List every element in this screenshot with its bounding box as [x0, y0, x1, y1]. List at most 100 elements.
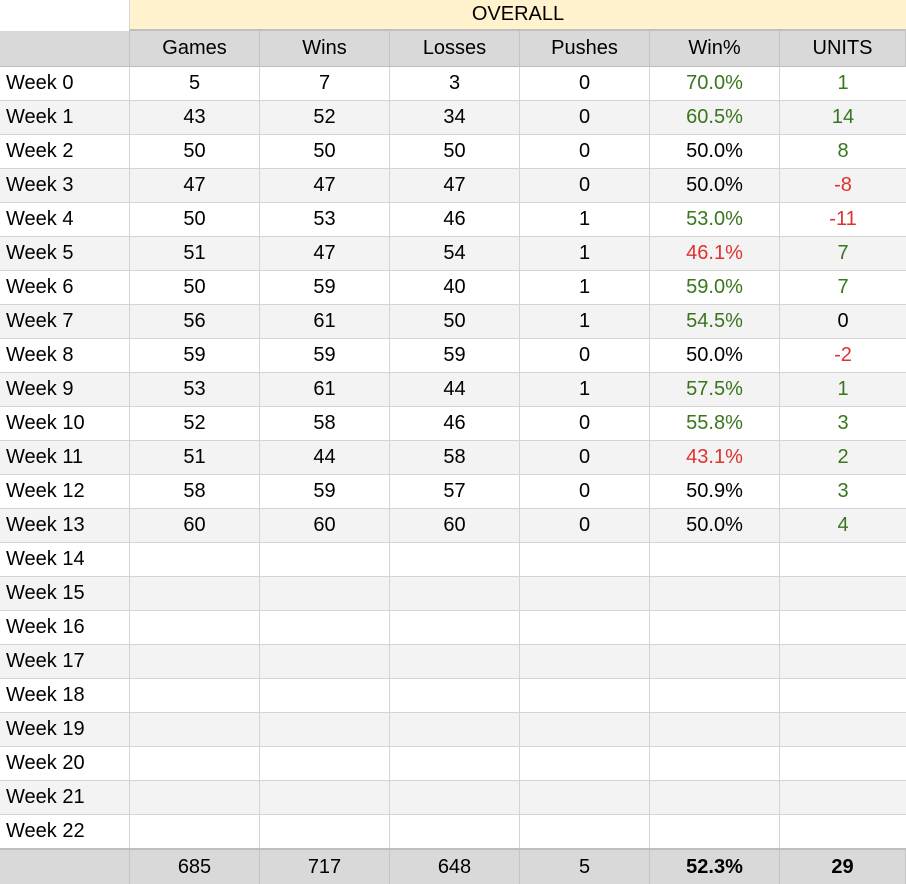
losses-cell[interactable]: 58	[390, 441, 520, 475]
week-label-cell[interactable]: Week 14	[0, 543, 130, 577]
pushes-cell[interactable]: 1	[520, 237, 650, 271]
title-corner-cell[interactable]	[0, 0, 130, 31]
overall-title-cell[interactable]: OVERALL	[130, 0, 906, 31]
pushes-cell[interactable]	[520, 815, 650, 849]
win-pct-cell[interactable]	[650, 781, 780, 815]
win-pct-cell[interactable]	[650, 679, 780, 713]
week-label-cell[interactable]: Week 4	[0, 203, 130, 237]
losses-cell[interactable]	[390, 679, 520, 713]
win-pct-cell[interactable]	[650, 815, 780, 849]
wins-cell[interactable]	[260, 713, 390, 747]
units-cell[interactable]: 3	[780, 407, 906, 441]
units-cell[interactable]	[780, 645, 906, 679]
win-pct-cell[interactable]: 50.9%	[650, 475, 780, 509]
units-cell[interactable]: 8	[780, 135, 906, 169]
games-cell[interactable]: 50	[130, 271, 260, 305]
week-label-cell[interactable]: Week 21	[0, 781, 130, 815]
games-cell[interactable]: 50	[130, 203, 260, 237]
win-pct-cell[interactable]: 59.0%	[650, 271, 780, 305]
units-cell[interactable]	[780, 747, 906, 781]
win-pct-cell[interactable]: 57.5%	[650, 373, 780, 407]
wins-cell[interactable]: 47	[260, 237, 390, 271]
win-pct-cell[interactable]	[650, 543, 780, 577]
week-label-cell[interactable]: Week 1	[0, 101, 130, 135]
games-cell[interactable]	[130, 611, 260, 645]
pushes-cell[interactable]	[520, 611, 650, 645]
week-label-cell[interactable]: Week 16	[0, 611, 130, 645]
header-units[interactable]: UNITS	[780, 31, 906, 67]
wins-cell[interactable]: 53	[260, 203, 390, 237]
win-pct-cell[interactable]	[650, 611, 780, 645]
wins-cell[interactable]	[260, 645, 390, 679]
win-pct-cell[interactable]	[650, 747, 780, 781]
week-label-cell[interactable]: Week 0	[0, 67, 130, 101]
units-cell[interactable]: 7	[780, 271, 906, 305]
total-pushes[interactable]: 5	[520, 850, 650, 884]
units-cell[interactable]: 14	[780, 101, 906, 135]
games-cell[interactable]	[130, 713, 260, 747]
games-cell[interactable]: 47	[130, 169, 260, 203]
losses-cell[interactable]: 46	[390, 203, 520, 237]
pushes-cell[interactable]: 0	[520, 169, 650, 203]
losses-cell[interactable]: 59	[390, 339, 520, 373]
pushes-cell[interactable]	[520, 577, 650, 611]
wins-cell[interactable]: 60	[260, 509, 390, 543]
pushes-cell[interactable]: 0	[520, 475, 650, 509]
wins-cell[interactable]: 59	[260, 475, 390, 509]
losses-cell[interactable]	[390, 543, 520, 577]
games-cell[interactable]	[130, 679, 260, 713]
games-cell[interactable]: 51	[130, 441, 260, 475]
wins-cell[interactable]	[260, 543, 390, 577]
wins-cell[interactable]	[260, 611, 390, 645]
wins-cell[interactable]	[260, 679, 390, 713]
pushes-cell[interactable]: 1	[520, 305, 650, 339]
wins-cell[interactable]: 59	[260, 339, 390, 373]
week-label-cell[interactable]: Week 18	[0, 679, 130, 713]
units-cell[interactable]	[780, 577, 906, 611]
games-cell[interactable]	[130, 815, 260, 849]
pushes-cell[interactable]: 0	[520, 339, 650, 373]
units-cell[interactable]: 2	[780, 441, 906, 475]
games-cell[interactable]: 53	[130, 373, 260, 407]
games-cell[interactable]: 50	[130, 135, 260, 169]
pushes-cell[interactable]	[520, 781, 650, 815]
header-games[interactable]: Games	[130, 31, 260, 67]
losses-cell[interactable]: 44	[390, 373, 520, 407]
week-label-cell[interactable]: Week 3	[0, 169, 130, 203]
losses-cell[interactable]	[390, 611, 520, 645]
pushes-cell[interactable]: 1	[520, 271, 650, 305]
header-wins[interactable]: Wins	[260, 31, 390, 67]
losses-cell[interactable]: 3	[390, 67, 520, 101]
wins-cell[interactable]: 44	[260, 441, 390, 475]
games-cell[interactable]: 58	[130, 475, 260, 509]
losses-cell[interactable]: 57	[390, 475, 520, 509]
pushes-cell[interactable]: 0	[520, 67, 650, 101]
wins-cell[interactable]: 50	[260, 135, 390, 169]
win-pct-cell[interactable]: 55.8%	[650, 407, 780, 441]
week-label-cell[interactable]: Week 5	[0, 237, 130, 271]
pushes-cell[interactable]	[520, 713, 650, 747]
losses-cell[interactable]: 54	[390, 237, 520, 271]
games-cell[interactable]: 51	[130, 237, 260, 271]
units-cell[interactable]: -2	[780, 339, 906, 373]
pushes-cell[interactable]: 1	[520, 373, 650, 407]
week-label-cell[interactable]: Week 9	[0, 373, 130, 407]
losses-cell[interactable]: 47	[390, 169, 520, 203]
losses-cell[interactable]	[390, 645, 520, 679]
units-cell[interactable]: 3	[780, 475, 906, 509]
week-label-cell[interactable]: Week 2	[0, 135, 130, 169]
total-win-pct[interactable]: 52.3%	[650, 850, 780, 884]
wins-cell[interactable]: 58	[260, 407, 390, 441]
pushes-cell[interactable]: 1	[520, 203, 650, 237]
losses-cell[interactable]: 40	[390, 271, 520, 305]
header-corner-cell[interactable]	[0, 31, 130, 67]
header-pushes[interactable]: Pushes	[520, 31, 650, 67]
wins-cell[interactable]	[260, 815, 390, 849]
win-pct-cell[interactable]: 54.5%	[650, 305, 780, 339]
win-pct-cell[interactable]: 43.1%	[650, 441, 780, 475]
total-games[interactable]: 685	[130, 850, 260, 884]
losses-cell[interactable]	[390, 577, 520, 611]
win-pct-cell[interactable]: 46.1%	[650, 237, 780, 271]
week-label-cell[interactable]: Week 22	[0, 815, 130, 849]
week-label-cell[interactable]: Week 17	[0, 645, 130, 679]
